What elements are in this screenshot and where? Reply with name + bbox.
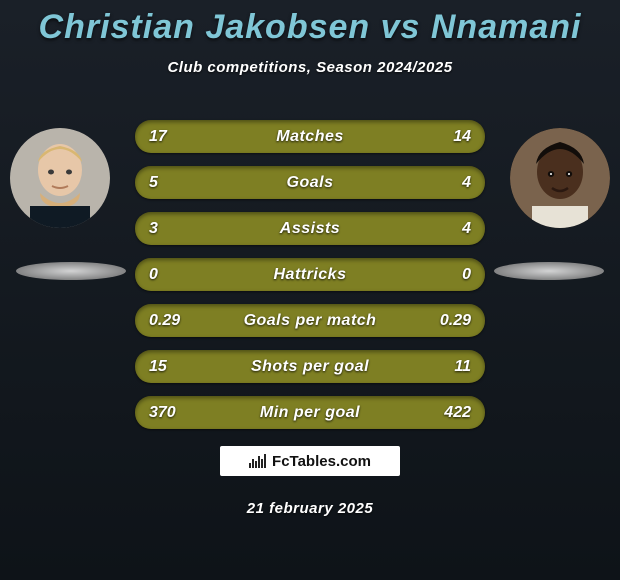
stat-right-value: 422 (411, 404, 471, 422)
date-label: 21 february 2025 (0, 500, 620, 517)
stat-row-shots-per-goal: 15 Shots per goal 11 (135, 350, 485, 383)
stat-right-value: 14 (411, 128, 471, 146)
stat-row-matches: 17 Matches 14 (135, 120, 485, 153)
page-title: Christian Jakobsen vs Nnamani (0, 0, 620, 47)
stat-label: Assists (209, 220, 411, 238)
stat-label: Shots per goal (209, 358, 411, 376)
player-left-avatar (10, 128, 110, 228)
stat-label: Hattricks (209, 266, 411, 284)
stat-row-goals: 5 Goals 4 (135, 166, 485, 199)
stat-left-value: 0 (149, 266, 209, 284)
stat-left-value: 3 (149, 220, 209, 238)
player-left-shadow (16, 262, 126, 280)
stat-label: Matches (209, 128, 411, 146)
stat-left-value: 15 (149, 358, 209, 376)
stat-row-assists: 3 Assists 4 (135, 212, 485, 245)
branding-text: FcTables.com (272, 453, 371, 470)
stat-right-value: 4 (411, 174, 471, 192)
stat-label: Goals per match (209, 312, 411, 330)
stat-right-value: 0.29 (411, 312, 471, 330)
stat-row-hattricks: 0 Hattricks 0 (135, 258, 485, 291)
player-right-shadow (494, 262, 604, 280)
stat-right-value: 4 (411, 220, 471, 238)
stat-left-value: 0.29 (149, 312, 209, 330)
stat-row-min-per-goal: 370 Min per goal 422 (135, 396, 485, 429)
stat-left-value: 5 (149, 174, 209, 192)
stat-right-value: 0 (411, 266, 471, 284)
stat-label: Min per goal (209, 404, 411, 422)
stats-table: 17 Matches 14 5 Goals 4 3 Assists 4 0 Ha… (135, 120, 485, 442)
stat-left-value: 17 (149, 128, 209, 146)
stat-right-value: 11 (411, 358, 471, 376)
stat-label: Goals (209, 174, 411, 192)
page-subtitle: Club competitions, Season 2024/2025 (0, 59, 620, 76)
branding-badge: FcTables.com (220, 446, 400, 476)
stat-row-goals-per-match: 0.29 Goals per match 0.29 (135, 304, 485, 337)
player-right-avatar (510, 128, 610, 228)
stat-left-value: 370 (149, 404, 209, 422)
branding-bars-icon (249, 454, 266, 468)
